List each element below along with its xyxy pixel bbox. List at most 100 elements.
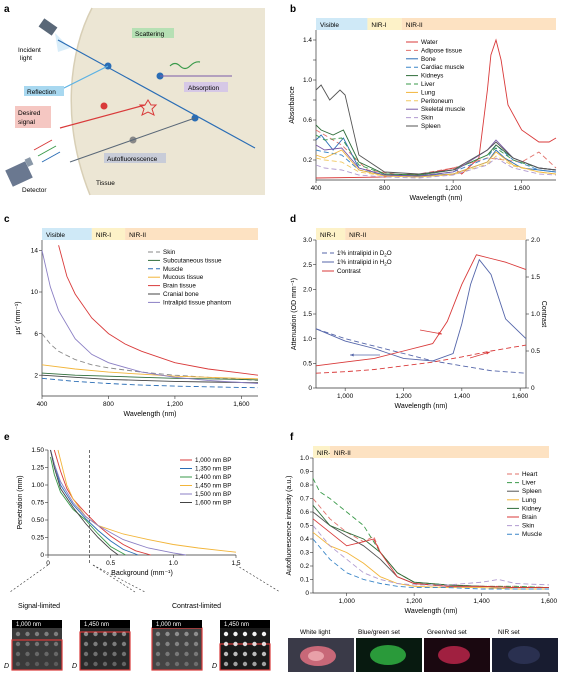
y-tick-label: 6 (34, 331, 38, 338)
x-tick-label: 0.5 (106, 560, 115, 567)
thumb-1000nm-signal (12, 628, 62, 670)
x-tick-label: 800 (103, 401, 114, 408)
legend-label: Intralipid tissue phantom (163, 299, 231, 306)
series-line-2 (315, 254, 527, 367)
phantom-dot (233, 661, 238, 667)
phantom-dot (34, 631, 40, 637)
legend-label: 1,350 nm BP (195, 466, 231, 473)
series-line-1 (41, 372, 259, 381)
phantom-dot (184, 651, 189, 657)
y-tick-label: 0.75 (31, 500, 44, 507)
series-line-2 (312, 511, 549, 589)
series-line-2 (41, 377, 259, 389)
band-nir-i (367, 18, 402, 30)
phantom-dot (15, 641, 21, 647)
panel-b-letter: b (290, 4, 296, 15)
x-tick-label: 1,000 (339, 598, 356, 605)
legend-label: Skin (522, 523, 535, 530)
series-line-1 (315, 129, 557, 176)
series-line-1 (315, 258, 527, 362)
panel-f-thumbnails: White light Blue/green set Green/red set… (288, 629, 558, 672)
desired-signal-label-1: Desired (18, 110, 41, 117)
legend-label: Brain tissue (163, 283, 196, 290)
phantom-dot (174, 641, 180, 647)
series-line-3 (57, 449, 237, 553)
zoom-line-mid-left (92, 564, 136, 593)
mouse-blue-green (370, 645, 406, 665)
y-tick-label: 0.8 (300, 482, 309, 489)
y-tick-label: 3.0 (303, 237, 312, 244)
x-tick-label: 1,200 (406, 598, 423, 605)
phantom-dot (102, 661, 108, 667)
band-visible (316, 18, 368, 30)
blue-green-label: Blue/green set (358, 629, 400, 636)
x-tick-label: 1,600 (514, 185, 531, 192)
legend-label: 1,600 nm BP (195, 500, 231, 507)
panel-f-letter: f (290, 432, 294, 443)
band-label-visible: Visible (320, 22, 339, 29)
desired-signal-box (15, 106, 51, 128)
legend-label: Muscle (522, 531, 542, 538)
x-tick-label: 1.5 (231, 560, 240, 567)
y2-tick-label: 0 (531, 385, 535, 392)
phantom-dot (252, 631, 257, 637)
detector-signal-green (37, 145, 57, 157)
x-tick-label: 400 (37, 401, 48, 408)
legend-label: Water (421, 39, 438, 46)
x-tick-label: 1,200 (445, 185, 462, 192)
detector-icon (5, 157, 34, 187)
phantom-dot (233, 651, 238, 657)
phantom-dot (155, 631, 161, 637)
chart-f-autofluorescence: NIR-I NIR-II 1,000 1,200 1,400 1,600 0 0.1 0.2 0.… (286, 446, 558, 615)
series-line-1 (50, 449, 139, 556)
band-nir-ii (345, 228, 526, 240)
phantom-dot (44, 651, 49, 657)
band-label-nir-i: NIR-I (96, 232, 111, 239)
band-nir-ii (125, 228, 258, 240)
x-axis-label: Wavelength (nm) (394, 403, 447, 410)
scattering-wave (169, 61, 201, 70)
autofluorescence-box (104, 153, 166, 163)
x-tick-label: 400 (311, 185, 322, 192)
legend-label: 1,000 nm BP (195, 457, 231, 464)
series-line-0 (312, 498, 550, 589)
phantom-dot (252, 641, 257, 647)
legend-label: Contrast (337, 268, 361, 275)
series-line-3 (41, 364, 259, 380)
y-tick-label: 0.50 (31, 517, 44, 524)
phantom-dot (155, 661, 161, 667)
y2-axis-label: Contrast (540, 301, 547, 328)
series-line-6 (41, 250, 259, 384)
phantom-dot (93, 661, 98, 667)
phantom-dot (174, 631, 180, 637)
band-nir-ii (329, 446, 549, 458)
phantom-dot (83, 661, 89, 667)
tissue-label: Tissue (96, 180, 115, 187)
legend-label: Cranial bone (163, 291, 199, 298)
y-tick-label: 10 (31, 289, 39, 296)
phantom-dot (223, 651, 229, 657)
panel-e-thumbnails: Signal-limited Contrast-limited 1,000 nm… (4, 564, 281, 671)
depth-label-1: D (4, 663, 9, 670)
zoom-line-mid-right (92, 564, 146, 593)
thumb-3-header (152, 620, 202, 628)
phantom-dot (83, 651, 89, 657)
y-tick-label: 0 (305, 590, 309, 597)
phantom-dot (155, 641, 161, 647)
phantom-dot (15, 661, 21, 667)
y-tick-label: 1.0 (300, 455, 309, 462)
y2-tick-label: 1.0 (531, 311, 540, 318)
panel-a-letter: a (4, 4, 10, 15)
phantom-dot (261, 641, 267, 647)
thumb-4-label: 1,450 nm (224, 622, 249, 628)
phantom-dot (34, 651, 40, 657)
x-axis-label: Wavelength (nm) (409, 195, 462, 202)
phantom-dot (261, 631, 267, 637)
autofluorescence-label: Autofluorescence (107, 156, 158, 163)
band-label-nir-ii: NIR-II (334, 450, 351, 457)
y-axis-label: Penetration (mm) (17, 475, 24, 529)
series-line-5 (50, 449, 119, 556)
phantom-dot (25, 641, 30, 647)
phantom-dot (223, 661, 229, 667)
phantom-dot (102, 651, 108, 657)
